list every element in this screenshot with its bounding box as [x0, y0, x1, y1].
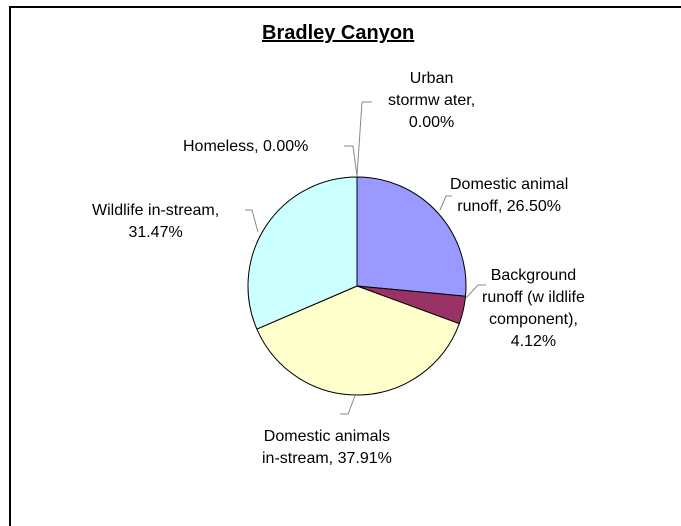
label-domestic-animal-runoff: Domestic animal runoff, 26.50% — [450, 176, 569, 215]
pie-chart — [245, 101, 486, 415]
chart-frame — [9, 6, 681, 526]
leader-homeless — [344, 145, 358, 177]
leader-domestic-animal-runoff — [439, 195, 452, 211]
label-background-runoff: Background runoff (w ildlife component),… — [482, 267, 585, 350]
label-wildlife-in-stream: Wildlife in-stream, 31.47% — [92, 202, 220, 241]
label-urban-stormwater: Urban stormw ater, 0.00% — [388, 70, 476, 131]
leader-background-runoff — [465, 284, 486, 299]
chart-title: Bradley Canyon — [262, 22, 415, 44]
pie-slice-domestic-animal-runoff — [356, 176, 467, 297]
pie-slice-wildlife-in-stream — [247, 176, 358, 330]
leader-wildlife-in-stream — [245, 209, 259, 233]
leader-urban-stormwater — [356, 101, 372, 177]
label-homeless: Homeless, 0.00% — [183, 138, 309, 155]
label-domestic-animals-in-stream: Domestic animals in-stream, 37.91% — [262, 428, 392, 467]
pie-slice-domestic-animals-in-stream — [256, 285, 460, 396]
leader-domestic-animals-in-stream — [340, 395, 356, 415]
